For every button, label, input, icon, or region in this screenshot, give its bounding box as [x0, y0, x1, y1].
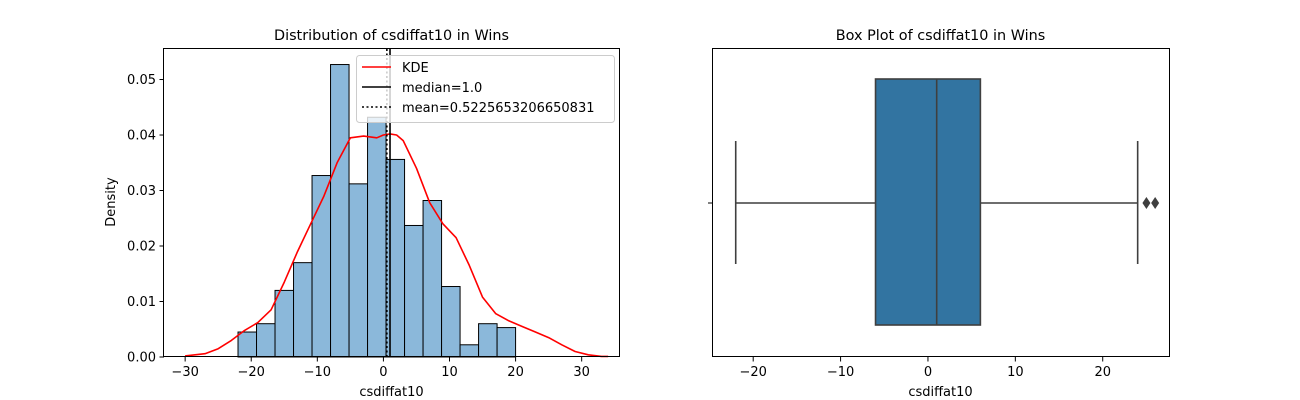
legend-box [356, 55, 615, 123]
x-tick-label: −30 [171, 365, 198, 380]
x-tick-label: 10 [1007, 365, 1024, 380]
histogram-x-ticks: −30 −20 −10 0 10 20 30 [171, 357, 590, 380]
boxplot-x-ticks: −20 −10 0 10 20 [739, 357, 1111, 380]
histogram-bar [237, 331, 258, 358]
boxplot-panel: Box Plot of csdiffat10 in Wins −20 −10 0 10… [708, 28, 1170, 400]
histogram-bar [293, 262, 313, 358]
histogram-bar [422, 200, 443, 358]
histogram-bar [496, 327, 517, 358]
histogram-bar [404, 224, 424, 358]
x-tick-label: −20 [238, 365, 265, 380]
x-tick-label: 30 [573, 365, 590, 380]
histogram-axes-frame [163, 48, 620, 357]
kde-curve [185, 133, 609, 358]
outlier-marker [1142, 197, 1151, 209]
x-tick-label: −10 [304, 365, 331, 380]
y-tick-label: 0.00 [127, 351, 156, 366]
y-tick-label: 0.02 [127, 240, 156, 255]
histogram-x-label: csdiffat10 [359, 385, 423, 400]
histogram-title: Distribution of csdiffat10 in Wins [274, 28, 509, 44]
histogram-y-label: Density [104, 177, 119, 227]
histogram-bar [256, 323, 276, 358]
outlier-marker [1151, 197, 1160, 209]
x-tick-label: −20 [739, 365, 766, 380]
boxplot-x-label: csdiffat10 [908, 385, 972, 400]
legend: KDE median=1.0 mean=0.5225653206650831 [356, 55, 615, 123]
boxplot-shapes [734, 78, 1160, 326]
histogram-y-ticks: 0.00 0.01 0.02 0.03 0.04 0.05 [127, 73, 164, 366]
histogram-panel: Distribution of csdiffat10 in Wins −30 −2… [104, 28, 620, 400]
x-tick-label: 0 [924, 365, 932, 380]
x-tick-label: 0 [379, 365, 387, 380]
boxplot-title: Box Plot of csdiffat10 in Wins [836, 28, 1046, 44]
x-tick-label: 20 [1094, 365, 1111, 380]
kde-layer [185, 133, 609, 358]
iqr-box [874, 78, 982, 326]
histogram-bar [459, 344, 480, 358]
histogram-bar [385, 158, 406, 358]
legend-label-kde: KDE [402, 61, 429, 76]
legend-label-mean: mean=0.5225653206650831 [402, 101, 595, 116]
y-tick-label: 0.04 [127, 129, 156, 144]
histogram-bar [330, 64, 350, 358]
histogram-bar [367, 116, 387, 358]
y-tick-label: 0.03 [127, 184, 156, 199]
histogram-bar [478, 323, 498, 358]
histogram-bar [441, 286, 461, 358]
x-tick-label: 10 [441, 365, 458, 380]
x-tick-label: −10 [827, 365, 854, 380]
x-tick-label: 20 [507, 365, 524, 380]
y-tick-label: 0.01 [127, 295, 156, 310]
legend-label-median: median=1.0 [402, 81, 482, 96]
y-tick-label: 0.05 [127, 73, 156, 88]
histogram-bar [274, 289, 295, 358]
boxplot-axes-frame [712, 48, 1170, 357]
histogram-bar [348, 183, 369, 358]
